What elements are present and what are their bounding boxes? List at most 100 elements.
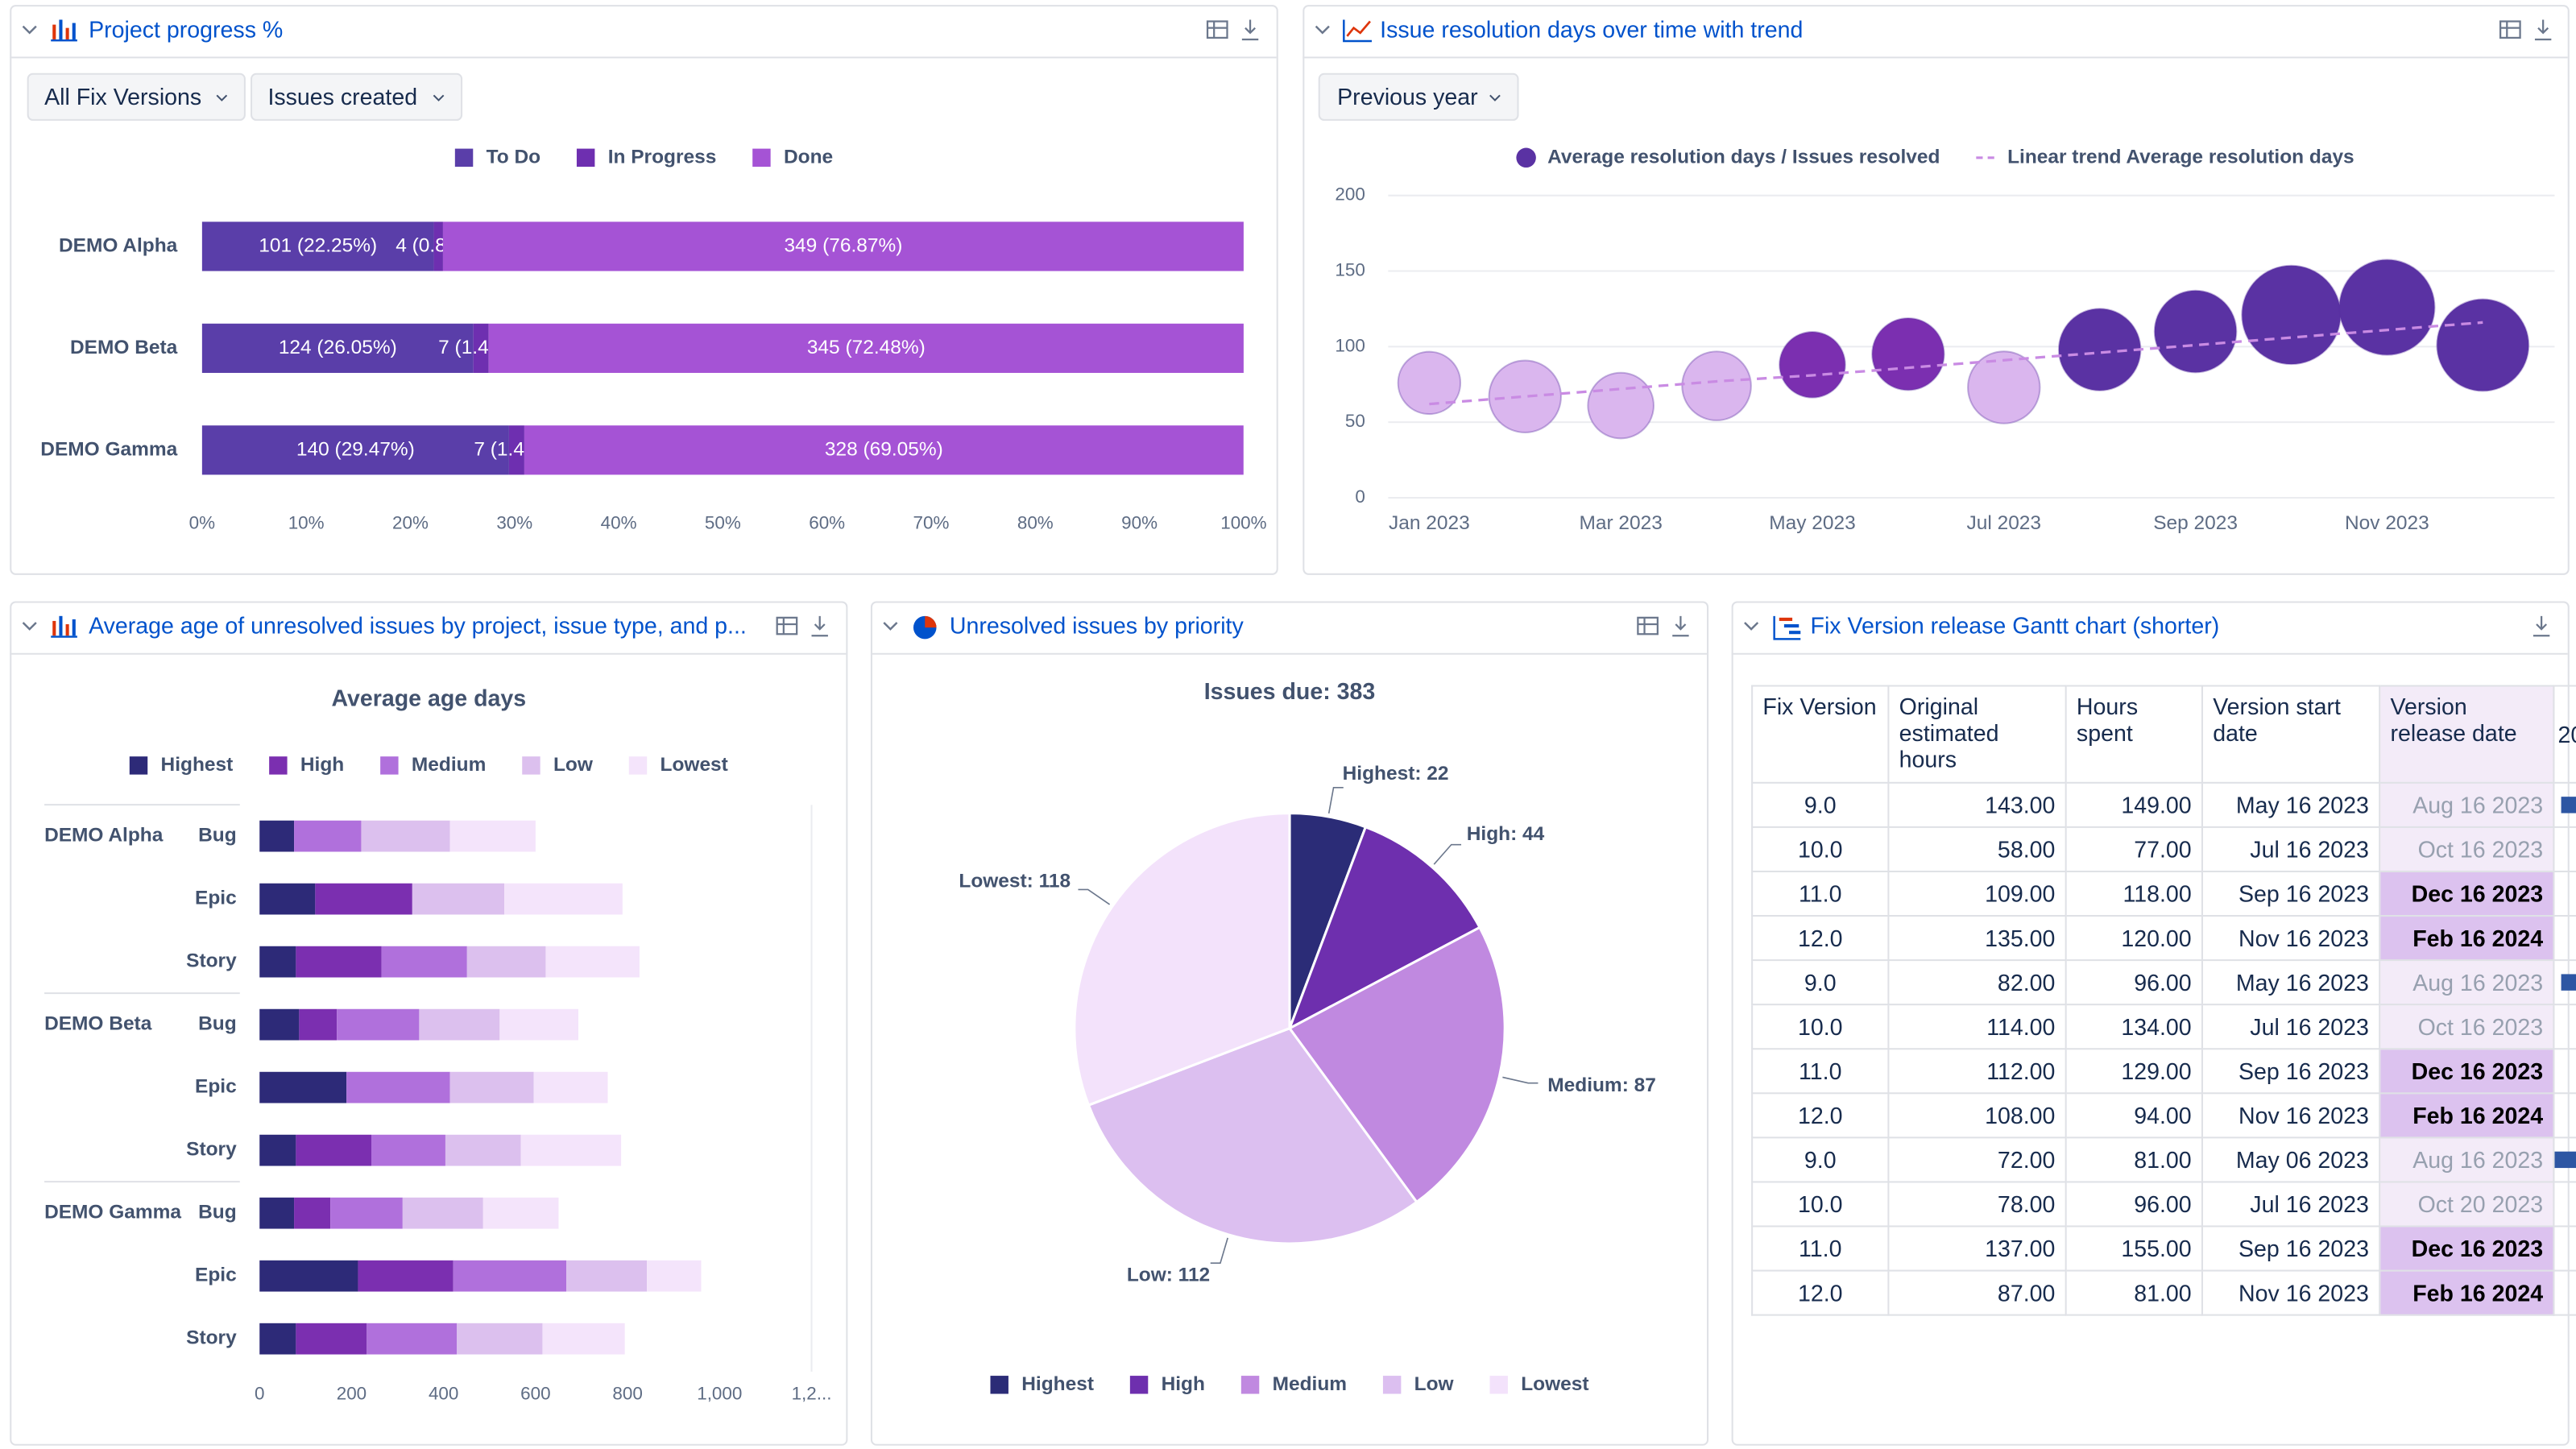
legend-label: Average resolution days / Issues resolve… — [1547, 146, 1940, 168]
bar-segment — [520, 1134, 622, 1166]
table-row: 9.0 143.00 149.00 May 16 2023 Aug 16 2023 — [1751, 781, 2576, 828]
x-tick-label: 40% — [601, 513, 637, 533]
value-label: 101 (22.25%) — [259, 234, 377, 256]
bar-segment — [296, 946, 382, 978]
x-tick-label: 0% — [189, 513, 215, 533]
bar-segment — [433, 221, 443, 271]
bar-segment — [337, 1008, 420, 1041]
column-header: Version start date — [2201, 685, 2381, 784]
legend-label: High — [300, 754, 344, 776]
table-cell: Sep 16 2023 — [2201, 1225, 2381, 1272]
pie-slice — [1287, 825, 1482, 1031]
legend-label: Low — [553, 754, 594, 776]
column-header: 2023 — [2553, 685, 2576, 784]
bar-segment — [545, 946, 640, 978]
timeline-cell — [2553, 1004, 2576, 1050]
table-cell: 81.00 — [2065, 1269, 2203, 1316]
bubble — [2241, 264, 2342, 366]
timeline-cell — [2553, 1269, 2576, 1316]
table-cell: 11.0 — [1751, 870, 1890, 917]
table-cell: 96.00 — [2065, 959, 2203, 1006]
chart-title: Average age days — [331, 685, 526, 711]
bubble — [1681, 350, 1752, 421]
chart-title: Issues due: 383 — [1204, 679, 1376, 705]
y-tick-label: 200 — [1335, 184, 1365, 205]
bar-segment — [445, 1134, 521, 1166]
panel-title[interactable]: Average age of unresolved issues by proj… — [89, 614, 747, 640]
table-cell: 10.0 — [1751, 1181, 1890, 1228]
legend-marker — [1240, 1376, 1260, 1394]
collapse-icons[interactable] — [22, 25, 1759, 631]
table-cell: 77.00 — [2065, 826, 2203, 872]
bar-segment — [259, 1134, 296, 1166]
value-label: 140 (29.47%) — [296, 438, 415, 460]
table-row: 12.0 108.00 94.00 Nov 16 2023 Feb 16 2024 — [1751, 1092, 2576, 1139]
table-row: 12.0 135.00 120.00 Nov 16 2023 Feb 16 2024 — [1751, 915, 2576, 962]
table-header: Fix Version Original estimated hours Hours… — [1751, 685, 2576, 784]
legend-marker — [752, 148, 771, 168]
y-tick-label: 100 — [1335, 335, 1365, 355]
timeline-cell — [2553, 1181, 2576, 1228]
legend-marker — [1516, 147, 1536, 168]
timeline-cell — [2553, 826, 2576, 872]
timeline-cell — [2553, 781, 2576, 828]
gantt-bar — [2555, 1151, 2576, 1169]
bar-segment — [296, 1323, 367, 1355]
table-cell: 10.0 — [1751, 1004, 1890, 1050]
panel-actions[interactable] — [776, 19, 2552, 637]
bar-segment — [457, 1323, 543, 1355]
bar-segment — [367, 1323, 458, 1355]
legend-label: Medium — [412, 754, 486, 776]
table-cell: May 06 2023 — [2201, 1136, 2381, 1183]
bar-segment — [449, 820, 536, 852]
gantt-table: Fix Version Original estimated hours Hours… — [1751, 685, 2576, 1316]
bar-segment — [533, 1071, 608, 1103]
table-cell: 9.0 — [1751, 959, 1890, 1006]
bar-segment — [299, 1008, 338, 1041]
table-cell: 94.00 — [2065, 1092, 2203, 1139]
value-label: 124 (26.05%) — [279, 337, 397, 358]
legend-marker — [380, 756, 399, 775]
bar-segment — [259, 1008, 300, 1041]
table-cell: 135.00 — [1887, 915, 2067, 962]
filter-label[interactable]: Issues created — [267, 85, 417, 110]
bubble — [2436, 298, 2530, 392]
table-cell: 9.0 — [1751, 781, 1890, 828]
bar-segment — [449, 1071, 534, 1103]
table-cell: 11.0 — [1751, 1048, 1890, 1095]
table-cell: May 16 2023 — [2201, 781, 2381, 828]
table-cell: 11.0 — [1751, 1225, 1890, 1272]
value-label: 345 (72.48%) — [807, 337, 926, 358]
panel-title[interactable]: Unresolved issues by priority — [950, 614, 1245, 640]
filter-dropdown[interactable]: Issues created — [251, 72, 463, 121]
table-cell: 81.00 — [2065, 1136, 2203, 1183]
table-cell: 137.00 — [1887, 1225, 2067, 1272]
filter-label[interactable]: All Fix Versions — [44, 85, 201, 110]
category-label: DEMO Beta — [70, 337, 178, 358]
filter-dropdown[interactable]: Previous year — [1318, 72, 1519, 121]
slice-label: Lowest: 118 — [959, 871, 1071, 892]
bar-segment — [201, 425, 509, 475]
table-cell: 72.00 — [1887, 1136, 2067, 1183]
table-row: 9.0 82.00 96.00 May 16 2023 Aug 16 2023 — [1751, 959, 2576, 1006]
table-cell: Dec 16 2023 — [2379, 1048, 2555, 1095]
bar-segment — [453, 1260, 567, 1292]
bar-segment — [566, 1260, 648, 1292]
x-tick-label: 20% — [392, 513, 429, 533]
table-cell: 155.00 — [2065, 1225, 2203, 1272]
panel-title[interactable]: Fix Version release Gantt chart (shorter… — [1811, 614, 2220, 640]
filter-label[interactable]: Previous year — [1337, 85, 1478, 110]
panel-title[interactable]: Project progress % — [89, 17, 283, 43]
table-cell: Oct 20 2023 — [2379, 1181, 2555, 1228]
legend-marker — [576, 148, 595, 168]
panel-title[interactable]: Issue resolution days over time with tre… — [1380, 17, 1803, 43]
category-label: Bug — [198, 825, 237, 847]
bar-segment — [315, 883, 412, 915]
bar-segment — [259, 946, 296, 978]
bar-segment — [294, 820, 362, 852]
filter-dropdown[interactable]: All Fix Versions — [27, 72, 246, 121]
timeline-cell — [2553, 1136, 2576, 1183]
table-cell: 12.0 — [1751, 915, 1890, 962]
x-tick-label: May 2023 — [1769, 512, 1855, 534]
gantt-icon — [1773, 615, 1801, 640]
